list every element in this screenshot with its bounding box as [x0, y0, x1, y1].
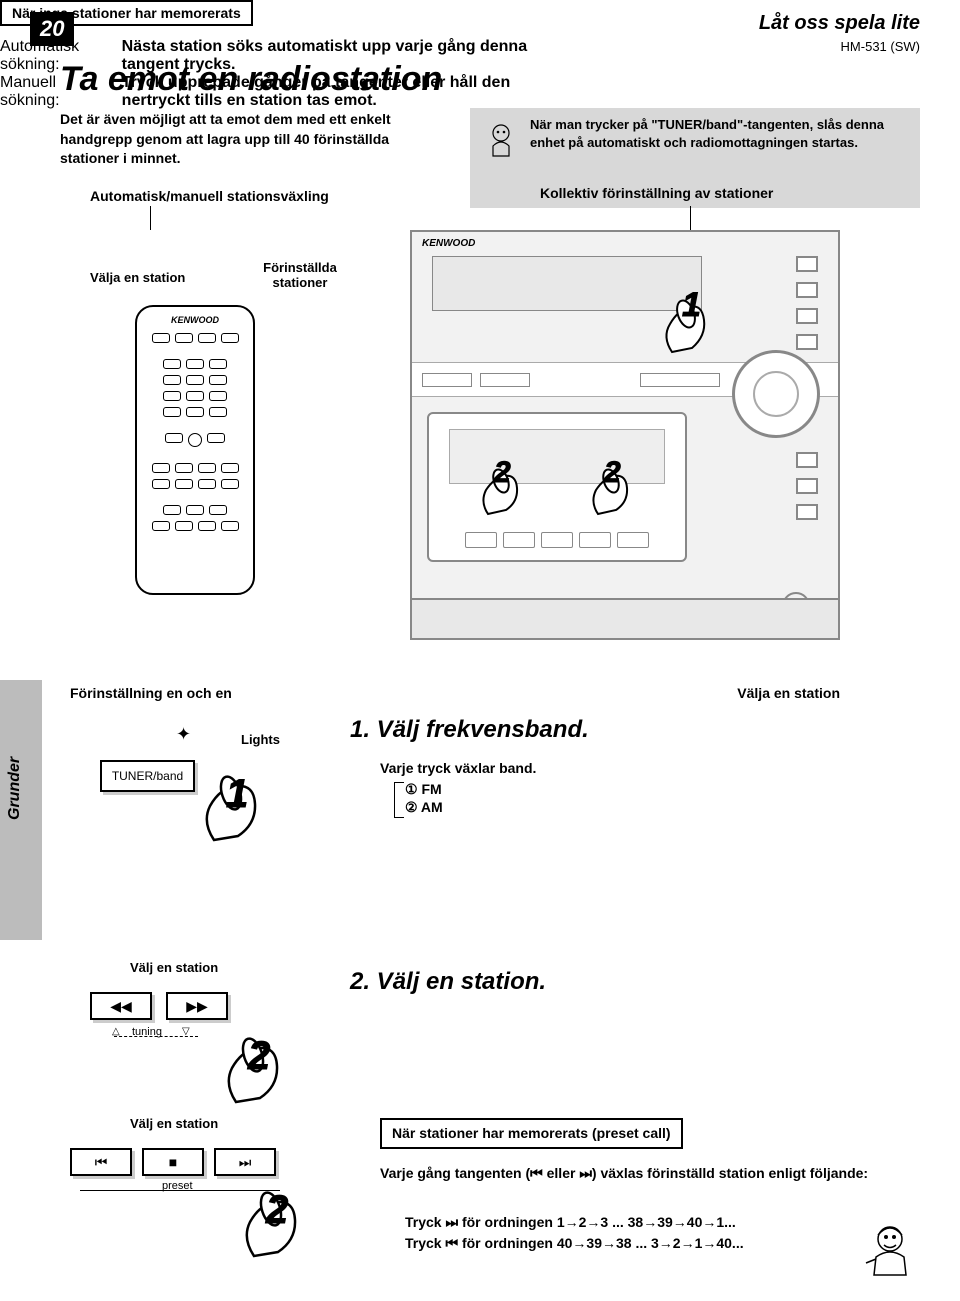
hand-step-1-icon: 1 [642, 282, 722, 362]
step-1-heading: 1. Välj frekvensband. [350, 716, 589, 744]
intro-text: Det är även möjligt att ta emot dem med … [60, 110, 440, 169]
hand-step-1-widget: 1 [180, 758, 280, 848]
label-preset-1: Förinställda [263, 260, 337, 275]
page-number: 20 [30, 12, 74, 46]
select-station-label-1: Välj en station [130, 960, 218, 975]
tip-text: När man trycker på "TUNER/band"-tangente… [530, 116, 900, 151]
right-buttons [796, 256, 818, 350]
preset-stop-button[interactable]: ■ [142, 1148, 204, 1176]
preset-next-button[interactable]: ⏭ [214, 1148, 276, 1176]
fm-am-list: ① FM ② AM [405, 780, 443, 816]
manual-search-label: Manuell sökning: [0, 74, 60, 109]
hand-step-2-preset-widget: 2 [220, 1174, 320, 1264]
remote-buttons [149, 333, 241, 581]
preset-widget: ⏮ ■ ⏭ preset 2 [70, 1148, 330, 1258]
stereo-brand: KENWOOD [422, 238, 475, 249]
model-code: HM-531 (SW) [759, 39, 920, 54]
tuner-band-widget: ✦ Lights TUNER/band 1 [100, 730, 300, 840]
header-right: Låt oss spela lite HM-531 (SW) [759, 12, 920, 54]
tryck-prev-line: Tryck ⏮ för ordningen 40→39→38 ... 3→2→1… [405, 1233, 744, 1254]
step-2-heading: 2. Välj en station. [350, 968, 546, 996]
tune-up-button[interactable]: ▶▶ [166, 992, 228, 1020]
step-number-1: 1 [682, 286, 701, 325]
select-station-label-2: Välj en station [130, 1116, 218, 1131]
preset-label: preset [162, 1180, 193, 1192]
right-lower-buttons [796, 452, 818, 520]
tryck-next-line: Tryck ⏭ för ordningen 1→2→3 ... 38→39→40… [405, 1212, 744, 1233]
leader-line [690, 206, 691, 230]
label-preset-one-by-one: Förinställning en och en [70, 685, 232, 701]
label-preset-stations: Förinställda stationer [250, 260, 350, 290]
volume-dial [732, 350, 820, 438]
hand-step-2b-icon: 2 [572, 452, 642, 522]
label-select-station: Välja en station [90, 270, 185, 285]
lights-label: Lights [241, 732, 280, 747]
preset-cycle-text: Varje gång tangenten (⏮ eller ⏭) växlas … [380, 1163, 910, 1184]
remote-control: KENWOOD [135, 305, 255, 595]
page-title: Ta emot en radiostation [60, 60, 442, 99]
tune-down-button[interactable]: ◀◀ [90, 992, 152, 1020]
step-number-2: 2 [266, 1188, 288, 1233]
step-1-body: Varje tryck växlar band. [380, 758, 536, 779]
step-number-2: 2 [604, 456, 621, 490]
step-number-2: 2 [248, 1034, 270, 1079]
tryck-lines: Tryck ⏭ för ordningen 1→2→3 ... 38→39→40… [405, 1212, 744, 1254]
label-select-station-right: Välja en station [737, 685, 840, 701]
hand-step-2a-icon: 2 [462, 452, 532, 522]
dashed-underline [114, 1036, 198, 1037]
play-line: Låt oss spela lite [759, 12, 920, 35]
remote-brand: KENWOOD [171, 315, 219, 325]
step-number-2: 2 [494, 456, 511, 490]
tuning-widget: ◀◀ ▶▶ △ tuning ▽ 2 [90, 992, 310, 1102]
intro-sub: Automatisk/manuell stationsväxling [90, 188, 329, 204]
loop-bracket-icon [394, 782, 404, 818]
am-line: ② AM [405, 798, 443, 816]
side-label: Grunder [6, 757, 24, 820]
device-diagram: Välja en station Förinställda stationer … [60, 230, 900, 650]
step-2-preset-body: När stationer har memorerats (preset cal… [380, 1118, 910, 1184]
kollektiv-label: Kollektiv förinställning av stationer [540, 185, 773, 201]
label-preset-2: stationer [273, 275, 328, 290]
fm-line: ① FM [405, 780, 443, 798]
wizard-icon [480, 118, 522, 160]
flash-icon: ✦ [176, 724, 191, 745]
box-has-memory: När stationer har memorerats (preset cal… [380, 1118, 683, 1149]
preset-prev-button[interactable]: ⏮ [70, 1148, 132, 1176]
leader-line [150, 206, 151, 230]
wizard-bottom-icon [856, 1217, 920, 1281]
cd-tray [412, 598, 838, 638]
step-number-1: 1 [226, 772, 248, 817]
hand-step-2-widget: 2 [202, 1020, 302, 1110]
stereo-unit: KENWOOD 1 2 [410, 230, 840, 640]
